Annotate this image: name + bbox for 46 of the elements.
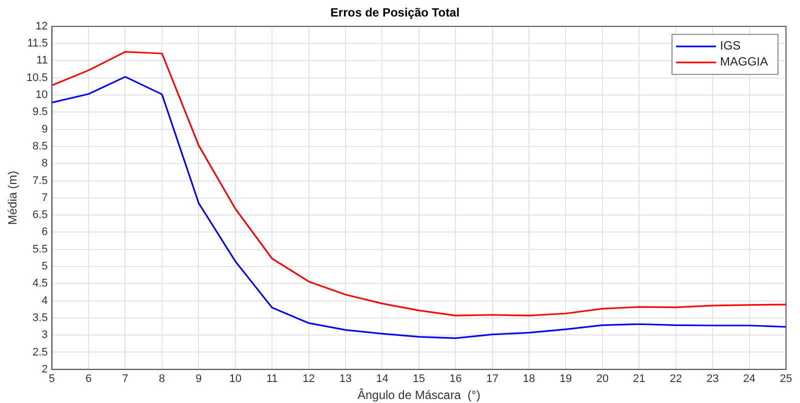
y-tick-label: 6 xyxy=(42,226,48,238)
y-tick-label: 4.5 xyxy=(32,278,48,290)
x-tick-label: 7 xyxy=(122,373,128,386)
legend-label: IGS xyxy=(720,38,741,53)
y-tick-label: 2 xyxy=(42,363,48,376)
y-tick-label: 9.5 xyxy=(32,106,48,118)
x-tick-label: 11 xyxy=(266,373,278,386)
x-tick-label: 18 xyxy=(522,373,536,386)
x-tick-label: 16 xyxy=(449,373,462,386)
y-tick-label: 5.5 xyxy=(32,243,48,256)
x-tick-label: 15 xyxy=(412,373,426,386)
y-tick-label: 3 xyxy=(42,329,48,342)
y-tick-label: 10.5 xyxy=(26,72,48,84)
y-tick-label: 7 xyxy=(42,192,48,204)
y-tick-label: 2.5 xyxy=(32,346,48,358)
y-axis-title: Média (m) xyxy=(6,170,20,225)
x-tick-label: 17 xyxy=(486,373,498,386)
x-tick-label: 22 xyxy=(670,373,682,386)
x-axis-title: Ângulo de Máscara (°) xyxy=(357,388,480,402)
y-tick-label: 5 xyxy=(42,260,48,273)
y-tick-label: 4 xyxy=(42,294,48,307)
x-tick-label: 21 xyxy=(633,373,646,386)
x-tick-label: 14 xyxy=(376,373,388,386)
y-tick-label: 8.5 xyxy=(32,140,48,152)
legend-label: MAGGIA xyxy=(720,54,768,69)
y-tick-label: 11 xyxy=(36,54,48,67)
x-tick-label: 10 xyxy=(229,373,242,386)
y-tick-label: 12 xyxy=(36,20,48,32)
x-tick-label: 12 xyxy=(302,373,315,386)
y-tick-label: 10 xyxy=(36,89,48,102)
x-tick-label: 25 xyxy=(780,373,792,386)
y-tick-label: 3.5 xyxy=(32,312,48,324)
y-tick-label: 8 xyxy=(42,158,48,170)
x-tick-label: 19 xyxy=(560,373,572,386)
x-tick-label: 8 xyxy=(158,373,165,386)
y-tick-label: 9 xyxy=(42,123,48,136)
x-tick-label: 23 xyxy=(706,373,719,386)
x-tick-label: 9 xyxy=(196,373,202,386)
chart-title: Erros de Posição Total xyxy=(330,6,460,20)
x-tick-label: 20 xyxy=(596,373,609,386)
y-tick-label: 6.5 xyxy=(32,209,48,222)
y-tick-label: 7.5 xyxy=(32,174,48,187)
y-tick-label: 11.5 xyxy=(27,38,48,50)
x-tick-label: 6 xyxy=(85,373,92,386)
x-tick-label: 13 xyxy=(339,373,352,386)
x-tick-label: 24 xyxy=(743,373,756,386)
